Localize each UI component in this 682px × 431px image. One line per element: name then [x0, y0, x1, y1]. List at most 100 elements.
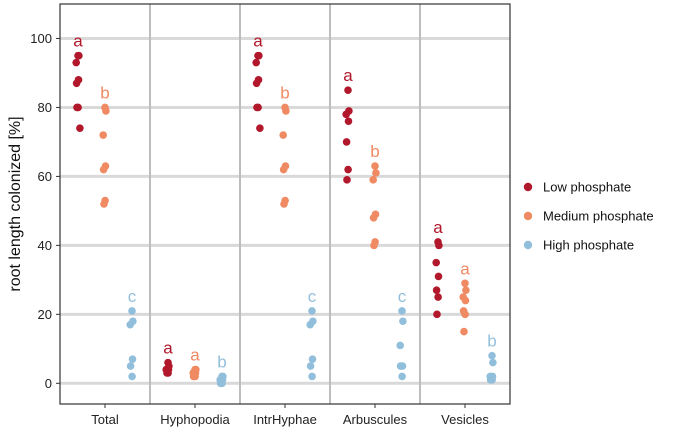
data-point — [396, 362, 405, 370]
data-point — [369, 176, 378, 184]
data-point — [255, 51, 263, 60]
x-tick-label: IntrHyphae — [253, 412, 317, 427]
significance-letter: a — [190, 346, 200, 365]
data-point — [433, 310, 441, 319]
data-point — [128, 355, 137, 363]
data-point — [126, 320, 134, 329]
axes: 0 20 40 60 80 100 Total Hyphopodia IntrHyphae Arb… — [30, 3, 511, 427]
data-point — [432, 258, 441, 267]
data-point — [308, 307, 316, 315]
data-point — [306, 362, 315, 370]
significance-letter: b — [280, 83, 289, 102]
significance-letter: c — [308, 287, 317, 306]
data-point — [280, 200, 288, 208]
significance-letter: c — [398, 287, 407, 306]
data-point — [102, 107, 110, 115]
y-tick-label: 100 — [30, 31, 52, 46]
data-point — [344, 117, 353, 126]
data-points — [72, 51, 497, 388]
data-point — [256, 124, 264, 132]
legend-label: Low phosphate — [543, 180, 631, 195]
significance-letter: a — [460, 259, 470, 278]
significance-letter: b — [487, 332, 496, 351]
data-point — [343, 176, 351, 184]
significance-letter: a — [73, 32, 83, 51]
data-point — [99, 131, 107, 139]
data-point — [461, 296, 470, 305]
data-point — [435, 241, 443, 250]
data-point — [462, 286, 470, 295]
data-point — [253, 103, 261, 112]
y-tick-label: 20 — [38, 307, 52, 322]
x-tick-label: Vesicles — [441, 412, 489, 427]
x-tick-label: Arbuscules — [343, 412, 408, 427]
legend-marker — [523, 211, 533, 221]
data-point — [370, 241, 378, 250]
data-point — [73, 103, 81, 112]
data-point — [399, 317, 407, 326]
significance-letter: b — [370, 142, 379, 161]
data-point — [488, 376, 496, 384]
significance-letter: c — [128, 287, 137, 306]
data-point — [396, 341, 405, 350]
gridlines — [60, 4, 510, 404]
significance-letter: a — [163, 339, 173, 358]
data-point — [369, 213, 378, 222]
data-point — [461, 279, 469, 288]
y-tick-label: 60 — [38, 169, 52, 184]
legend-marker — [523, 182, 533, 192]
y-tick-label: 40 — [38, 238, 52, 253]
legend: Low phosphate Medium phosphate High phosph… — [523, 180, 654, 253]
data-point — [308, 355, 317, 363]
data-point — [460, 327, 468, 336]
data-point — [75, 51, 83, 60]
data-point — [488, 351, 496, 360]
y-tick-label: 0 — [45, 376, 52, 391]
significance-letter: b — [217, 352, 226, 371]
data-point — [342, 110, 351, 119]
significance-letter: a — [253, 32, 263, 51]
data-point — [306, 320, 315, 329]
data-point — [434, 272, 443, 281]
data-point — [398, 307, 406, 315]
data-point — [252, 79, 261, 88]
data-point — [128, 307, 136, 315]
data-point — [126, 362, 135, 370]
data-point — [100, 200, 108, 208]
data-point — [372, 169, 380, 177]
data-point — [282, 107, 290, 115]
data-point — [279, 131, 288, 139]
data-point — [128, 372, 136, 381]
data-point — [344, 165, 352, 174]
data-point — [489, 358, 497, 367]
legend-label: Medium phosphate — [543, 209, 654, 224]
data-point — [218, 379, 226, 388]
data-point — [72, 79, 81, 88]
x-tick-label: Total — [91, 412, 119, 427]
y-tick-label: 80 — [38, 100, 52, 115]
legend-marker — [523, 240, 533, 250]
y-axis-title: root length colonized [%] — [7, 116, 24, 291]
data-point — [398, 372, 406, 381]
data-point — [76, 124, 84, 132]
data-point — [308, 372, 316, 381]
data-point — [371, 162, 379, 170]
data-point — [99, 165, 108, 174]
x-tick-label: Hyphopodia — [160, 412, 230, 427]
legend-label: High phosphate — [543, 238, 634, 253]
significance-letter: a — [343, 66, 353, 85]
data-point — [252, 58, 260, 67]
data-point — [191, 372, 199, 381]
data-point — [434, 293, 442, 301]
data-point — [72, 58, 80, 67]
data-point — [342, 138, 351, 146]
data-point — [344, 86, 352, 95]
data-point — [461, 310, 469, 319]
data-point — [163, 369, 171, 377]
significance-letter: b — [100, 83, 109, 102]
data-point — [432, 286, 441, 295]
significance-letter: a — [433, 218, 443, 237]
data-point — [279, 165, 288, 174]
